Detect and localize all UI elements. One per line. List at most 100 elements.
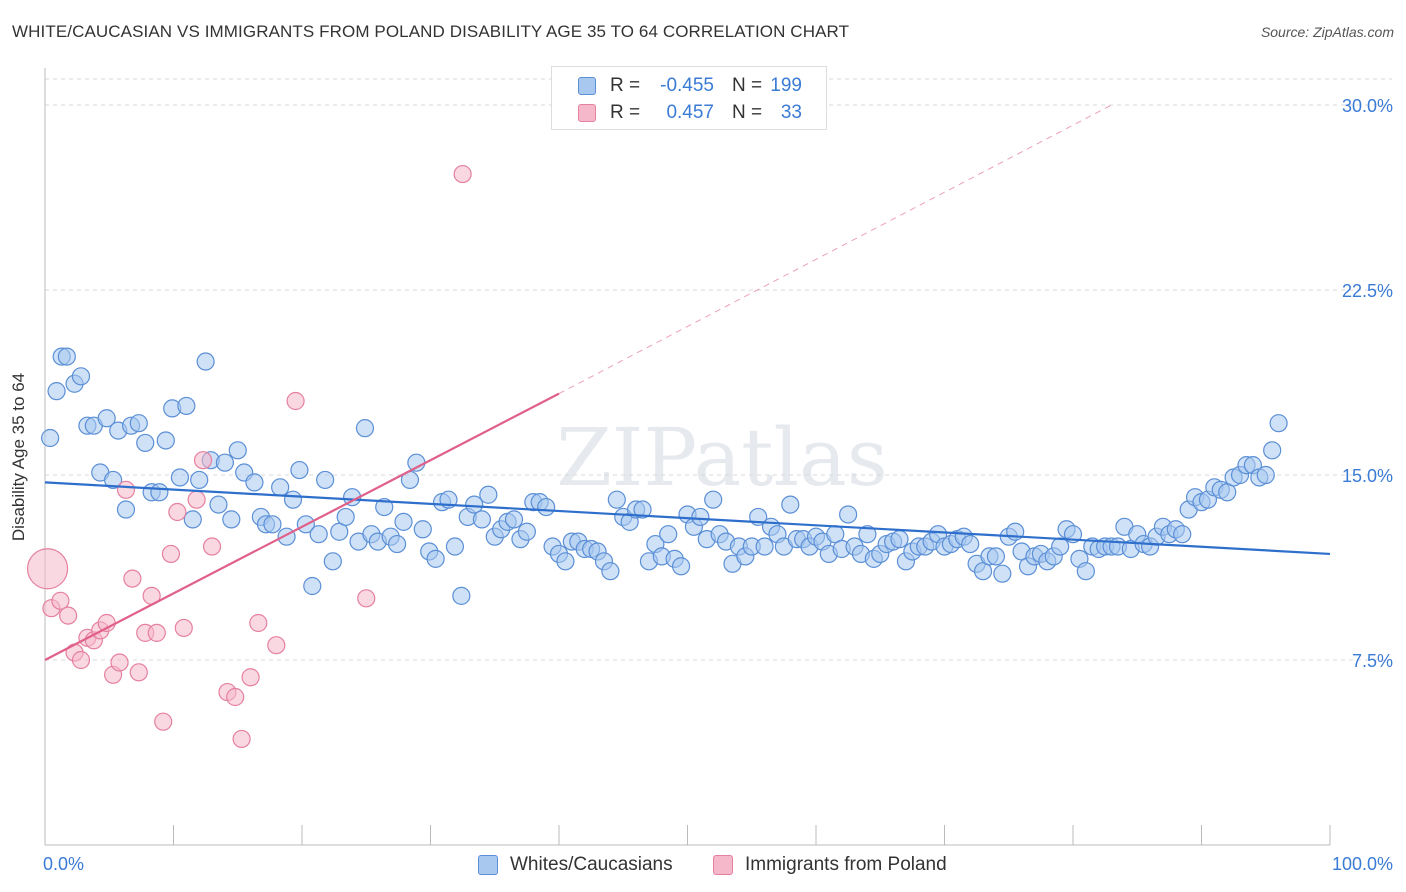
data-point-whites — [755, 537, 774, 556]
data-point-whites — [961, 534, 980, 554]
data-point-whites — [426, 549, 445, 568]
data-point-poland — [71, 650, 91, 670]
data-point-poland — [232, 729, 251, 749]
data-point-poland — [110, 653, 129, 672]
data-point-whites — [116, 500, 136, 519]
data-point-poland — [202, 537, 222, 556]
data-point-poland — [187, 490, 206, 509]
data-point-whites — [556, 552, 575, 571]
n-value: 199 — [770, 75, 802, 96]
data-point-whites — [303, 576, 322, 596]
legend-swatch-whites — [478, 855, 498, 875]
data-point-poland — [147, 623, 166, 642]
trend-line-poland — [44, 392, 560, 661]
data-point-whites — [290, 460, 309, 480]
data-point-poland — [226, 687, 245, 707]
data-point-poland — [357, 589, 376, 608]
data-point-whites — [472, 510, 491, 529]
data-point-poland — [267, 636, 286, 655]
data-point-poland — [51, 591, 70, 610]
data-point-poland — [123, 569, 142, 588]
stats-legend-row-poland: R = 0.457 N = 33 — [552, 99, 826, 127]
data-point-poland — [286, 391, 305, 411]
data-point-whites — [633, 500, 652, 519]
legend-swatch-whites — [578, 77, 596, 95]
data-point-poland — [59, 606, 78, 625]
legend-swatch-poland — [713, 855, 733, 875]
source-label: Source: ZipAtlas.com — [1260, 24, 1394, 40]
data-point-whites — [222, 510, 241, 529]
r-label: R = — [610, 102, 641, 123]
data-point-whites — [1051, 537, 1070, 556]
data-point-whites — [890, 530, 909, 549]
data-point-whites — [537, 497, 556, 517]
data-point-whites — [704, 490, 723, 509]
data-point-whites — [170, 468, 190, 487]
data-point-whites — [601, 562, 620, 581]
data-point-whites — [336, 507, 355, 527]
data-point-whites — [215, 453, 234, 472]
data-point-whites — [858, 525, 877, 544]
legend-label-poland: Immigrants from Poland — [745, 854, 947, 875]
n-value: 33 — [780, 102, 802, 123]
data-point-poland — [116, 480, 136, 499]
trend-line-whites — [44, 481, 1331, 556]
data-point-poland — [174, 618, 193, 638]
data-point-whites — [245, 473, 264, 492]
data-point-whites — [57, 347, 76, 366]
data-point-poland — [154, 712, 173, 731]
r-value: -0.455 — [660, 75, 714, 96]
data-point-whites — [228, 441, 247, 460]
stats-legend-row-whites: R = -0.455 N = 199 — [552, 72, 826, 100]
data-point-whites — [41, 428, 60, 448]
data-point-whites — [150, 483, 169, 502]
data-point-whites — [781, 495, 800, 514]
data-point-whites — [1173, 525, 1192, 544]
r-label: R = — [610, 75, 641, 96]
data-point-whites — [993, 564, 1012, 583]
data-point-whites — [375, 497, 394, 517]
data-point-whites — [47, 382, 66, 401]
data-point-whites — [283, 490, 303, 509]
n-label: N = — [732, 102, 763, 123]
data-point-whites — [183, 510, 202, 529]
data-point-whites — [177, 396, 196, 416]
y-tick-label: 15.0% — [1342, 466, 1393, 486]
trend-line-poland-extension — [558, 104, 1112, 395]
data-point-whites — [671, 557, 691, 576]
data-point-whites — [209, 495, 228, 514]
data-point-whites — [986, 547, 1006, 566]
data-point-whites — [323, 552, 342, 571]
data-point-poland — [129, 663, 148, 682]
data-point-whites — [517, 522, 536, 541]
data-point-whites — [445, 537, 465, 556]
data-point-whites — [659, 525, 678, 544]
series-legend: Whites/Caucasians Immigrants from Poland — [0, 852, 1406, 878]
n-label: N = — [732, 75, 763, 96]
chart-title: WHITE/CAUCASIAN VS IMMIGRANTS FROM POLAN… — [12, 22, 850, 41]
data-point-whites — [452, 586, 471, 605]
data-point-whites — [309, 525, 328, 544]
data-point-whites — [479, 485, 498, 504]
data-point-whites — [156, 431, 175, 450]
legend-item-poland[interactable]: Immigrants from Poland — [713, 852, 947, 878]
legend-label-whites: Whites/Caucasians — [510, 854, 673, 875]
data-point-whites — [355, 419, 375, 438]
data-point-poland — [193, 451, 213, 470]
data-point-poland — [161, 544, 181, 564]
legend-item-whites[interactable]: Whites/Caucasians — [478, 852, 673, 878]
data-point-whites — [316, 470, 335, 490]
data-point-whites — [71, 367, 91, 386]
data-point-whites — [1263, 441, 1282, 460]
data-point-poland — [168, 502, 187, 522]
data-point-whites — [263, 515, 282, 534]
stats-legend: R = -0.455 N = 199 R = 0.457 N = 33 — [551, 66, 827, 130]
r-value: 0.457 — [666, 102, 714, 123]
data-point-whites — [1256, 465, 1275, 485]
data-point-whites — [387, 534, 407, 554]
data-point-whites — [190, 470, 209, 490]
x-tick-label: 100.0% — [1332, 854, 1393, 874]
data-point-poland — [241, 668, 260, 687]
y-tick-label: 30.0% — [1342, 96, 1393, 116]
